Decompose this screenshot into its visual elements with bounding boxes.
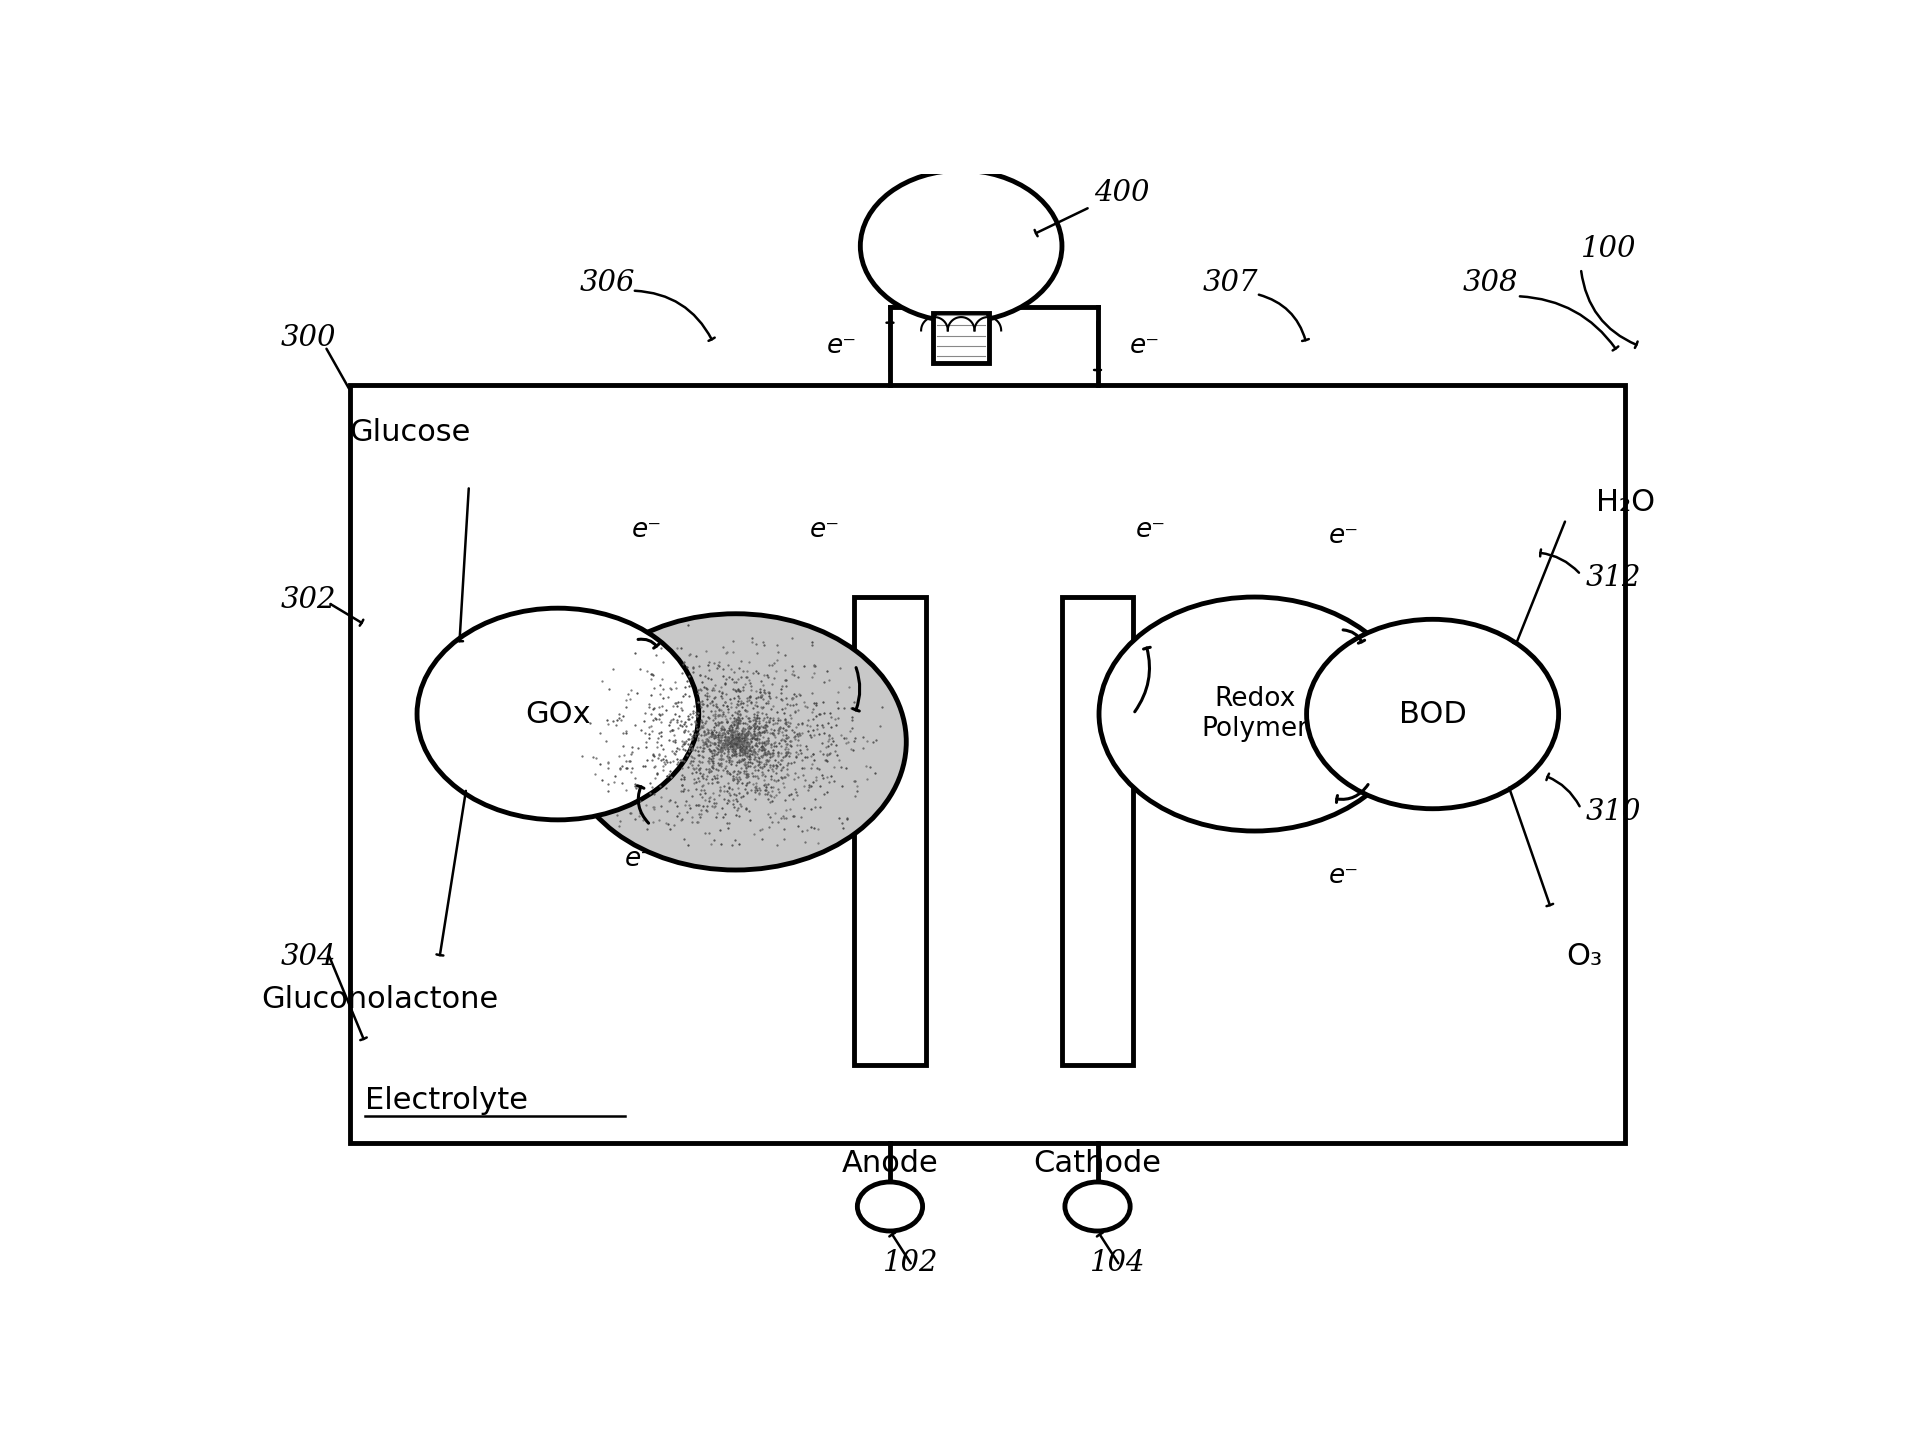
Text: H₂O: H₂O: [1595, 488, 1655, 517]
Circle shape: [566, 614, 907, 870]
Text: 100: 100: [1580, 236, 1636, 263]
Text: 302: 302: [281, 586, 337, 614]
Circle shape: [857, 1182, 922, 1231]
Text: 400: 400: [1094, 179, 1150, 207]
Bar: [350, 385, 1626, 1143]
Text: Electrolyte: Electrolyte: [365, 1087, 528, 1116]
Bar: [934, 313, 989, 363]
Circle shape: [861, 171, 1062, 321]
Text: e⁻: e⁻: [624, 846, 654, 873]
Text: 312: 312: [1586, 564, 1641, 592]
Text: 307: 307: [1203, 269, 1259, 297]
Text: e⁻: e⁻: [1330, 862, 1358, 888]
Text: 310: 310: [1586, 797, 1641, 826]
Text: GOx: GOx: [524, 699, 591, 728]
Text: 102: 102: [882, 1249, 937, 1278]
Circle shape: [417, 608, 698, 820]
Text: 104: 104: [1090, 1249, 1146, 1278]
Text: 308: 308: [1462, 269, 1517, 297]
Text: 304: 304: [281, 942, 337, 971]
Text: Redox
Polymer: Redox Polymer: [1201, 686, 1308, 742]
Text: e⁻: e⁻: [826, 333, 857, 359]
Circle shape: [1307, 619, 1559, 809]
Text: e⁻: e⁻: [631, 517, 662, 543]
Text: e⁻: e⁻: [1136, 517, 1165, 543]
Text: e⁻: e⁻: [809, 517, 840, 543]
Text: Gluconolactone: Gluconolactone: [262, 985, 499, 1014]
Circle shape: [1100, 598, 1410, 831]
Text: BOD: BOD: [1398, 699, 1467, 728]
Circle shape: [1066, 1182, 1131, 1231]
Bar: [855, 598, 926, 1065]
Text: Anode: Anode: [842, 1149, 939, 1178]
Text: Glucose: Glucose: [348, 418, 471, 447]
Text: e⁻: e⁻: [1131, 333, 1161, 359]
Bar: [1062, 598, 1132, 1065]
Text: e⁻: e⁻: [1330, 522, 1358, 548]
Text: O₃: O₃: [1567, 942, 1603, 971]
Text: 300: 300: [281, 324, 337, 352]
Text: 306: 306: [580, 269, 635, 297]
Text: Cathode: Cathode: [1033, 1149, 1161, 1178]
